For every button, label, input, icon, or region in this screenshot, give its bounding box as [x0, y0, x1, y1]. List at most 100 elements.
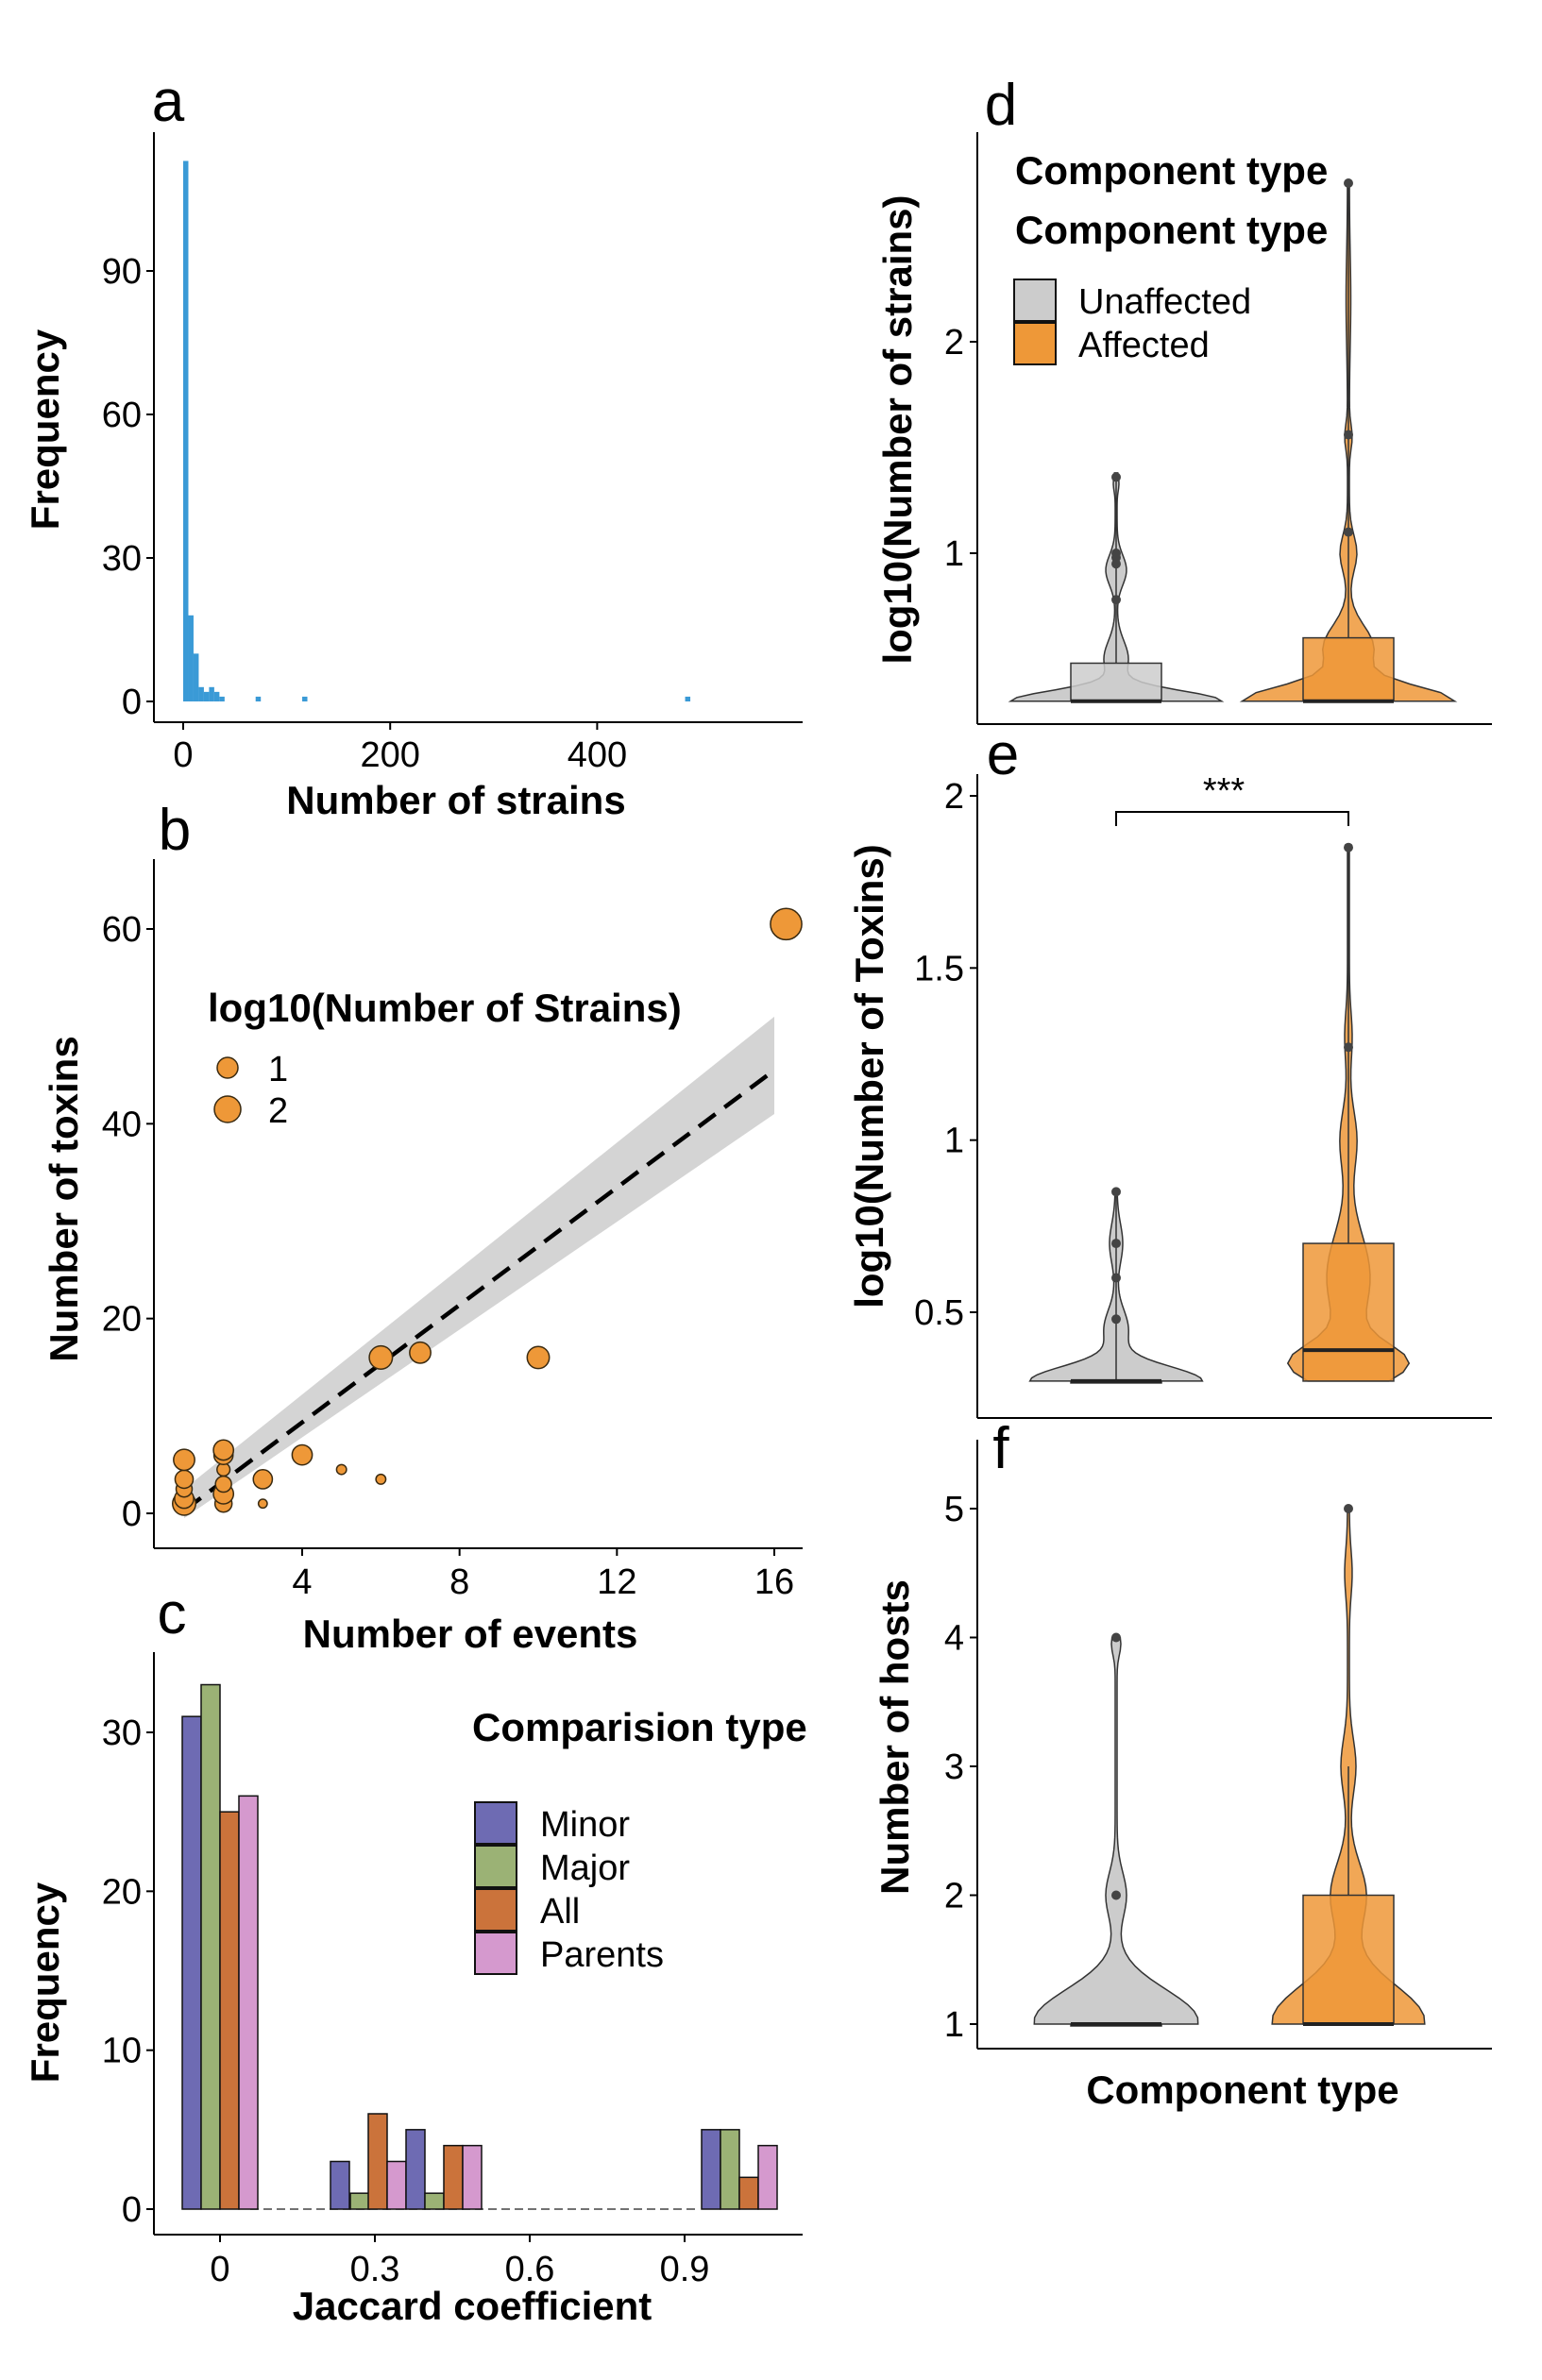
panel-a-histogram-bar	[198, 686, 204, 701]
panel-a-histogram-bar	[203, 691, 210, 701]
panel-a-x-axis-title: Number of strains	[286, 778, 625, 822]
panel-b-x-axis-title: Number of events	[303, 1612, 638, 1656]
panel-e-affected-outlier-point	[1344, 842, 1353, 852]
panel-b-x-tick-label: 8	[449, 1562, 469, 1602]
panel-b-y-tick-label: 20	[102, 1300, 142, 1340]
panel-b-y-tick-label: 0	[122, 1494, 142, 1534]
panel-c-legend-key-major	[474, 1845, 517, 1888]
panel-b-scatter-point	[212, 1439, 235, 1461]
panel-d-y-axis-title: log10(Number of strains)	[875, 194, 920, 664]
panel-e-unaffected-outlier-point	[1111, 1239, 1121, 1249]
panel-c-bar-major	[349, 2192, 370, 2210]
panel-c-bar-all	[219, 1811, 240, 2210]
panel-d-legend-title: Component type	[1015, 208, 1328, 252]
panel-c-y-axis-title: Frequency	[23, 1882, 67, 2083]
panel-b-scatter-point	[770, 907, 803, 941]
panel-b-scatter-point	[173, 1448, 195, 1472]
panel-b-legend-label-1: 1	[268, 1050, 288, 1089]
panel-c-legend-label-parents: Parents	[540, 1935, 664, 1975]
panel-c-y-tick-label: 10	[102, 2032, 142, 2071]
panel-e-y-tick-label: 1.5	[914, 949, 964, 988]
panel-f-affected-outlier-point	[1344, 1504, 1353, 1513]
panel-label-b: b	[159, 798, 191, 863]
panel-d-affected-box	[1302, 636, 1395, 702]
panel-a-histogram-bar	[219, 696, 225, 701]
panel-b-scatter-point	[291, 1443, 313, 1466]
panel-b-scatter-point	[252, 1469, 274, 1490]
panel-a-x-tick-label: 0	[173, 735, 193, 775]
panel-a-histogram-bar	[188, 615, 194, 701]
panel-c-legend-key-all	[474, 1888, 517, 1932]
panel-f-affected-box	[1302, 1894, 1395, 2025]
panel-c-y-tick-label: 0	[122, 2190, 142, 2230]
panel-label-e: e	[987, 722, 1019, 787]
panel-b-scatter-point	[526, 1345, 551, 1370]
panel-b-scatter-point	[214, 1475, 232, 1494]
panel-f-y-tick-label: 2	[944, 1877, 964, 1916]
panel-d-unaffected-box	[1070, 662, 1162, 702]
panel-b-x-tick-label: 4	[292, 1562, 312, 1602]
panel-e-significance-bracket	[1115, 811, 1349, 826]
panel-c-x-axis-title: Jaccard coefficient	[293, 2284, 652, 2328]
panel-label-a: a	[152, 69, 185, 134]
panel-e-affected-box	[1302, 1242, 1395, 1382]
panel-c-bar-major	[424, 2192, 445, 2210]
panel-f-unaffected-outlier-point	[1111, 1890, 1121, 1900]
panel-c-x-tick-label: 0	[210, 2250, 229, 2289]
panel-f-unaffected-outlier-point	[1111, 1632, 1121, 1643]
panel-e-significance-label: ***	[1203, 771, 1245, 811]
panel-d-unaffected-outlier-point	[1111, 549, 1121, 558]
panel-c-bar-all	[738, 2176, 759, 2210]
panel-f-y-tick-label: 1	[944, 2005, 964, 2045]
panel-b-regression-line	[182, 1068, 776, 1512]
panel-e-affected-outlier-point	[1344, 1042, 1353, 1053]
panel-a-y-axis-title: Frequency	[23, 329, 67, 530]
panel-f-y-tick-label: 4	[944, 1619, 964, 1659]
panel-f-y-tick-label: 3	[944, 1747, 964, 1787]
panel-c-bar-minor	[405, 2129, 426, 2210]
panel-c-bar-all	[443, 2144, 464, 2210]
panel-c-bar-major	[200, 1683, 221, 2210]
panel-c-x-tick-label: 0.9	[660, 2250, 710, 2289]
panel-a-y-tick-label: 90	[102, 252, 142, 292]
panel-d-legend-key-unaffected	[1013, 279, 1057, 322]
panel-a-y-tick-label: 30	[102, 539, 142, 579]
panel-f-violin-unaffected	[1033, 1636, 1199, 2025]
panel-c-bar-minor	[701, 2129, 721, 2210]
panel-d-affected-outlier-point	[1344, 178, 1353, 188]
panel-a-x-tick-label: 400	[568, 735, 627, 775]
panel-b-y-tick-label: 60	[102, 910, 142, 950]
panel-a-histogram-bar	[213, 691, 220, 701]
panel-d-unaffected-outlier-point	[1111, 595, 1121, 605]
panel-b-scatter-point	[257, 1498, 268, 1510]
panel-b-y-tick-label: 40	[102, 1105, 142, 1144]
panel-e-y-tick-label: 2	[944, 777, 964, 817]
panel-a-histogram-bar	[183, 160, 189, 701]
panel-c-legend-key-minor	[474, 1801, 517, 1845]
panel-d-affected-outlier-point	[1344, 527, 1353, 537]
panel-c-y-tick-label: 30	[102, 1713, 142, 1753]
panel-c-bar-parents	[386, 2160, 407, 2210]
panel-a-histogram-bar	[255, 696, 262, 701]
panel-b-scatter-point	[335, 1463, 347, 1476]
panel-f-y-axis-title: Number of hosts	[873, 1579, 917, 1895]
panel-d-legend-label-affected: Affected	[1078, 326, 1210, 365]
panel-d-affected-outlier-point	[1344, 430, 1353, 440]
panel-a-y-tick-label: 60	[102, 396, 142, 435]
panel-b-confidence-band	[184, 1016, 774, 1519]
panel-b-x-tick-label: 12	[597, 1562, 636, 1602]
panel-e-unaffected-outlier-point	[1111, 1273, 1121, 1283]
panel-c-bar-minor	[181, 1715, 202, 2210]
panel-c-legend-label-major: Major	[540, 1848, 630, 1888]
panel-a-histogram-bar	[209, 686, 214, 701]
panel-d-y-tick-label: 1	[944, 534, 964, 574]
panel-c-x-tick-label: 0.6	[505, 2250, 555, 2289]
panel-b-legend-key-2	[213, 1095, 242, 1123]
panel-a-histogram-bar	[685, 696, 691, 701]
panel-c-legend-label-minor: Minor	[540, 1805, 630, 1845]
panel-label-f: f	[992, 1416, 1009, 1481]
panel-a-x-tick-label: 200	[360, 735, 419, 775]
panel-b-scatter-point	[409, 1341, 432, 1364]
panel-e-unaffected-outlier-point	[1111, 1314, 1121, 1325]
panel-c-bar-all	[367, 2113, 388, 2210]
